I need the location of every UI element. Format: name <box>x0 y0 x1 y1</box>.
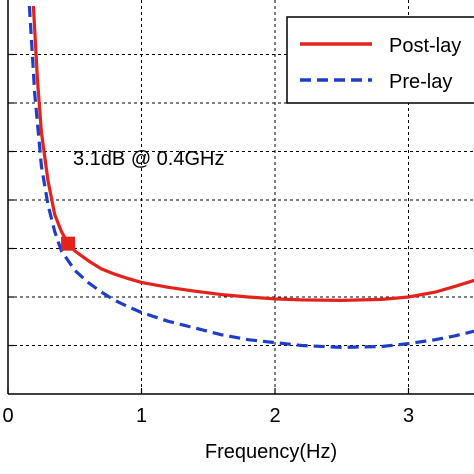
legend-label-post-layout: Post-lay <box>389 35 461 57</box>
annotation-label: 3.1dB @ 0.4GHz <box>73 148 224 170</box>
annotation: 3.1dB @ 0.4GHz <box>61 148 224 251</box>
legend-label-pre-layout: Pre-lay <box>389 71 452 93</box>
legend: Post-lay Pre-lay <box>286 16 474 104</box>
x-axis-label: Frequency(Hz) <box>205 441 337 463</box>
x-tick-label: 1 <box>136 405 147 427</box>
legend-box <box>286 16 474 104</box>
x-tick-label: 3 <box>403 405 414 427</box>
series-lines <box>27 5 474 349</box>
x-tick-label: 0 <box>2 405 13 427</box>
tick-labels: 0 1 2 3 <box>2 405 414 427</box>
annotation-marker <box>61 236 76 251</box>
x-tick-label: 2 <box>269 405 280 427</box>
series-line-post-layout <box>31 5 474 302</box>
axes <box>7 0 474 395</box>
series-line-pre-layout <box>27 5 474 349</box>
